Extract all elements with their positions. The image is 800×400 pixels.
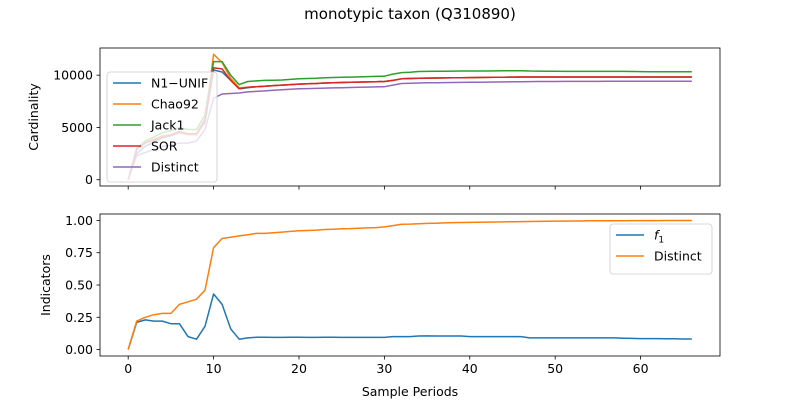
x-tick-label: 40 — [462, 361, 478, 376]
series-line-f1 — [127, 293, 692, 350]
legend-label: Chao92 — [151, 97, 199, 112]
indicators-ticks: 0 10 20 30 40 50 60 0.00 0.25 0.50 0.75 1.00 — [65, 213, 648, 376]
legend-label: f1 — [654, 228, 664, 246]
cardinality-panel: 0 5000 10000 Cardinality N1−UNIF Chao92 Jack… — [26, 47, 721, 190]
y-tick-label: 10000 — [53, 68, 93, 83]
series-line-distinct — [127, 219, 692, 350]
series-line-sor — [127, 67, 692, 180]
series-line-distinct — [127, 80, 692, 180]
y-tick-label: 5000 — [61, 120, 93, 135]
series-line-jack1 — [127, 60, 692, 180]
x-tick-label: 10 — [206, 361, 222, 376]
legend-label: Distinct — [654, 249, 702, 264]
legend-label: Jack1 — [150, 118, 184, 133]
y-tick-label: 1.00 — [65, 213, 93, 228]
indicators-series-group — [127, 219, 692, 350]
x-tick-label: 50 — [547, 361, 563, 376]
cardinality-axes-frame — [99, 47, 721, 187]
y-tick-label: 0.00 — [65, 342, 93, 357]
indicators-legend: f1 Distinct — [609, 223, 713, 275]
x-tick-label: 20 — [291, 361, 307, 376]
legend-box — [106, 71, 218, 183]
x-tick-label: 60 — [633, 361, 649, 376]
legend-label: Distinct — [151, 160, 199, 175]
y-tick-label: 0.50 — [65, 278, 93, 293]
legend-box — [609, 223, 713, 275]
y-tick-label: 0 — [85, 172, 93, 187]
y-tick-label: 0.75 — [65, 245, 93, 260]
y-tick-label: 0.25 — [65, 310, 93, 325]
indicators-panel: 0 10 20 30 40 50 60 0.00 0.25 0.50 0.75 1.00 Indica… — [38, 213, 721, 399]
x-axis-label: Sample Periods — [362, 384, 458, 399]
legend-label: SOR — [151, 139, 178, 154]
cardinality-ticks: 0 5000 10000 — [53, 68, 641, 190]
cardinality-y-axis-label: Cardinality — [26, 83, 41, 151]
figure-title: monotypic taxon (Q310890) — [304, 5, 516, 23]
legend-label: N1−UNIF — [151, 76, 208, 91]
x-tick-label: 30 — [376, 361, 392, 376]
cardinality-legend: N1−UNIF Chao92 Jack1 SOR Distinct — [106, 71, 218, 183]
cardinality-series-group — [127, 53, 692, 180]
x-tick-label: 0 — [124, 361, 132, 376]
indicators-y-axis-label: Indicators — [38, 254, 53, 316]
